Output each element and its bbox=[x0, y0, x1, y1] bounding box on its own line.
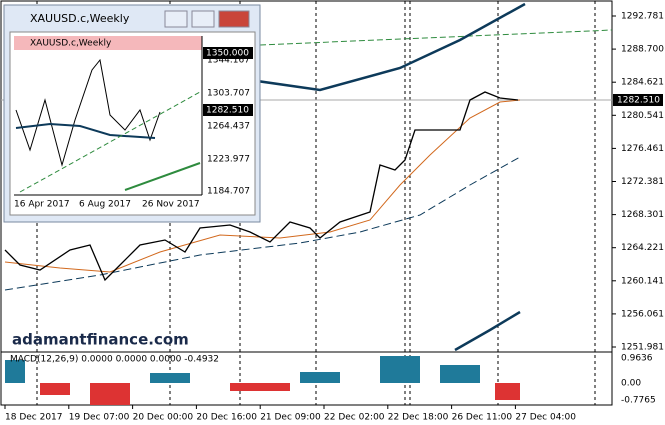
current-price-box bbox=[613, 94, 663, 106]
upper-band bbox=[249, 2, 526, 92]
price-label: 1276.461 bbox=[621, 144, 664, 154]
trend-line bbox=[259, 29, 613, 46]
minimize-button[interactable] bbox=[164, 10, 188, 28]
time-label: 19 Dec 07:00 bbox=[69, 413, 130, 423]
time-label: 21 Dec 09:00 bbox=[260, 413, 321, 423]
inset-price bbox=[15, 58, 161, 167]
time-label: 20 Dec 16:00 bbox=[196, 413, 257, 423]
inset-price-label: 1344.167 bbox=[207, 56, 250, 66]
price-label: 1260.141 bbox=[621, 276, 664, 286]
inset-current: 1282.510 bbox=[206, 106, 249, 116]
time-label: 18 Dec 2017 bbox=[5, 413, 63, 423]
inset-date: 6 Aug 2017 bbox=[79, 200, 131, 210]
time-axis: 18 Dec 2017 19 Dec 07:00 20 Dec 00:00 20 De… bbox=[4, 405, 576, 423]
indicator-level: 0.9636 bbox=[621, 354, 653, 364]
price-label: 1272.381 bbox=[621, 177, 664, 187]
watermark: adamantfinance.com bbox=[12, 331, 189, 349]
price-label: 1268.301 bbox=[621, 210, 664, 220]
indicator-level: 0.00 bbox=[621, 379, 641, 389]
window-title: XAUUSD.c,Weekly bbox=[30, 12, 130, 25]
inset-label-box bbox=[14, 36, 202, 50]
restore-button[interactable] bbox=[191, 10, 215, 28]
lower-band bbox=[454, 310, 521, 352]
close-button[interactable] bbox=[218, 10, 250, 28]
price-label: 1280.541 bbox=[621, 111, 664, 121]
inset-trend bbox=[124, 162, 201, 191]
price-label: 1256.061 bbox=[621, 309, 664, 319]
price-label: 1264.221 bbox=[621, 243, 664, 253]
macd-histogram bbox=[5, 356, 520, 405]
inset-trend bbox=[19, 91, 201, 193]
inset-price-label: 1264.437 bbox=[207, 122, 250, 132]
price-path bbox=[4, 91, 519, 282]
inset-price-label: 1184.707 bbox=[207, 187, 250, 197]
inset-label: XAUUSD.c,Weekly bbox=[30, 39, 112, 49]
inset-date: 16 Apr 2017 bbox=[14, 200, 70, 210]
price-axis: 1292.781 1288.700 1284.621 1280.541 1276.461… bbox=[612, 12, 664, 353]
mid-band bbox=[4, 156, 521, 291]
price-label: 1251.981 bbox=[621, 343, 664, 353]
time-label: 20 Dec 00:00 bbox=[133, 413, 194, 423]
chart-frame bbox=[0, 0, 613, 406]
current-price: 1282.510 bbox=[617, 96, 660, 106]
moving-average bbox=[4, 99, 521, 273]
time-label: 22 Dec 18:00 bbox=[388, 413, 449, 423]
inset-high: 1350.000 bbox=[206, 49, 249, 59]
inset-high-box bbox=[203, 47, 253, 59]
inset-ma bbox=[15, 122, 156, 139]
indicator-level: -0.7765 bbox=[621, 396, 656, 406]
price-label: 1284.621 bbox=[621, 78, 664, 88]
inset-current-box bbox=[203, 104, 253, 116]
inset-window: XAUUSD.c,Weekly XAUUSD.c,Weekly 1350.000… bbox=[3, 4, 261, 223]
time-label: 27 Dec 04:00 bbox=[515, 413, 576, 423]
inset-price-label: 1303.707 bbox=[207, 89, 250, 99]
price-label: 1292.781 bbox=[621, 12, 664, 22]
time-label: 26 Dec 11:00 bbox=[452, 413, 513, 423]
inset-date: 26 Nov 2017 bbox=[142, 200, 200, 210]
indicator-label: MACD(12,26,9) 0.0000 0.0000 0.0000 -0.49… bbox=[10, 355, 219, 365]
time-label: 22 Dec 02:00 bbox=[324, 413, 385, 423]
price-label: 1288.700 bbox=[621, 45, 664, 55]
inset-price-label: 1223.977 bbox=[207, 155, 250, 165]
